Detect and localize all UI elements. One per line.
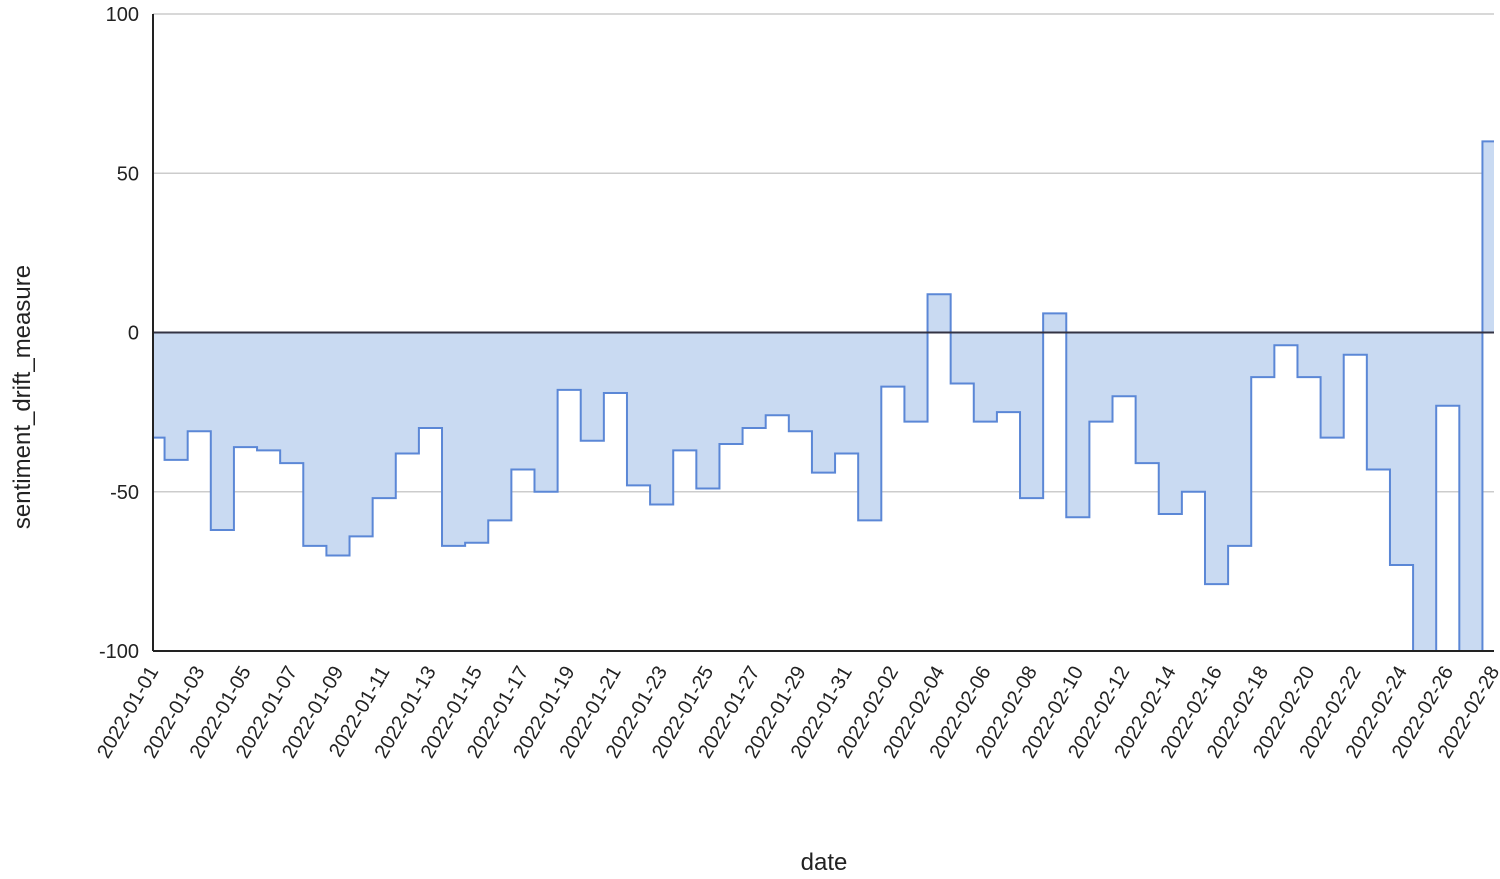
area-series: [153, 140, 1494, 652]
series-line: [153, 140, 1494, 652]
axes: [152, 14, 1494, 652]
x-tick-labels: 2022-01-012022-01-032022-01-052022-01-07…: [93, 663, 1500, 763]
y-tick-label: -50: [110, 482, 139, 504]
y-tick-label: 100: [106, 4, 139, 26]
y-tick-labels: 100 50 0 -50 -100: [99, 4, 139, 663]
y-tick-label: -100: [99, 641, 139, 663]
x-axis-title: date: [801, 849, 848, 876]
y-tick-label: 0: [128, 323, 139, 345]
y-tick-label: 50: [117, 163, 139, 185]
y-axis-title: sentiment_drift_measure: [9, 265, 36, 529]
area-fill: [153, 141, 1494, 651]
